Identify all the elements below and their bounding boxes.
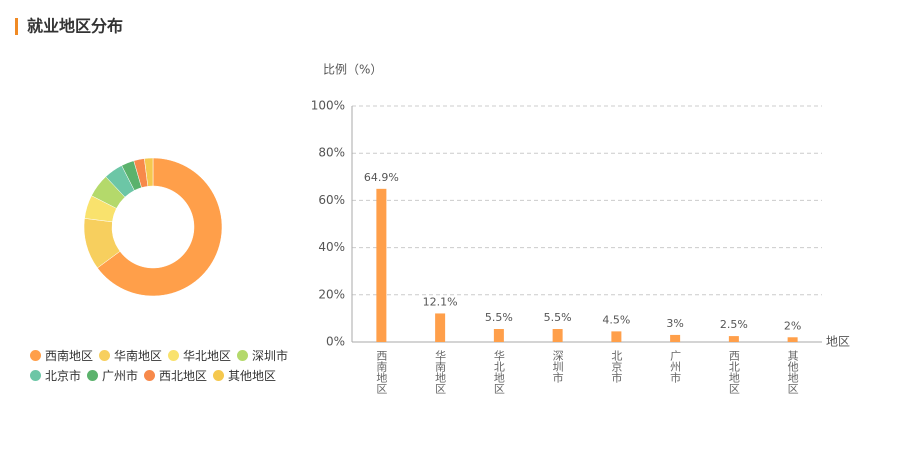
value-label: 3% [666,317,683,330]
legend-item: 华北地区 [168,345,231,365]
legend-swatch [87,369,99,381]
legend-label: 深圳市 [252,348,289,363]
legend-label: 西北地区 [159,368,208,383]
bar [728,336,739,342]
legend-label: 北京市 [45,368,82,383]
legend-label: 广州市 [102,368,139,383]
x-axis-label: 地区 [826,335,850,349]
legend-item: 其他地区 [213,365,276,385]
legend-item: 西北地区 [144,365,207,385]
value-label: 2.5% [720,318,748,331]
bar [611,331,622,342]
legend-item: 华南地区 [99,345,162,365]
y-tick-label: 40% [318,240,345,254]
legend-label: 华南地区 [114,348,163,363]
x-tick-label: 华南地区 [434,349,447,394]
legend-swatch [30,349,41,361]
y-tick-label: 0% [326,335,345,349]
value-label: 5.5% [544,311,572,324]
bar [670,334,681,342]
y-tick-label: 80% [318,146,345,160]
legend-swatch [30,369,41,381]
value-label: 12.1% [423,295,458,308]
x-tick-label: 北京市 [610,350,623,384]
bar [493,329,504,342]
bar [435,313,446,342]
bar [376,188,387,342]
value-label: 5.5% [485,311,513,324]
legend-item: 北京市 [30,365,81,385]
x-tick-label: 西北地区 [727,350,740,394]
value-label: 4.5% [602,313,630,326]
y-tick-label: 60% [318,193,345,207]
bar [552,329,563,342]
title-accent [15,18,18,35]
legend-item: 深圳市 [237,345,288,365]
legend-swatch [168,349,180,361]
y-tick-label: 100% [311,99,345,113]
legend-label: 西南地区 [45,348,94,363]
x-tick-label: 西南地区 [375,350,388,394]
x-tick-label: 深圳市 [551,350,564,384]
page-title: 就业地区分布 [27,17,123,36]
value-label: 64.9% [364,171,399,184]
value-label: 2% [784,319,801,332]
donut-slice [144,157,154,187]
x-tick-label: 其他地区 [786,350,799,394]
legend-swatch [237,349,249,361]
legend-item: 广州市 [87,365,138,385]
legend-label: 其他地区 [228,368,277,383]
x-tick-label: 华北地区 [492,349,505,394]
donut-slice [97,157,223,297]
legend-item: 西南地区 [30,345,93,365]
legend-label: 华北地区 [183,348,232,363]
bar [787,337,798,342]
legend: 西南地区 华南地区 华北地区 深圳市北京市 广州市 西北地区 其他地区 [30,345,298,385]
legend-swatch [99,349,111,361]
legend-swatch [144,369,156,381]
y-axis-label: 比例（%） [323,63,382,77]
x-tick-label: 广州市 [669,350,682,384]
legend-swatch [213,369,225,381]
y-tick-label: 20% [318,287,345,301]
